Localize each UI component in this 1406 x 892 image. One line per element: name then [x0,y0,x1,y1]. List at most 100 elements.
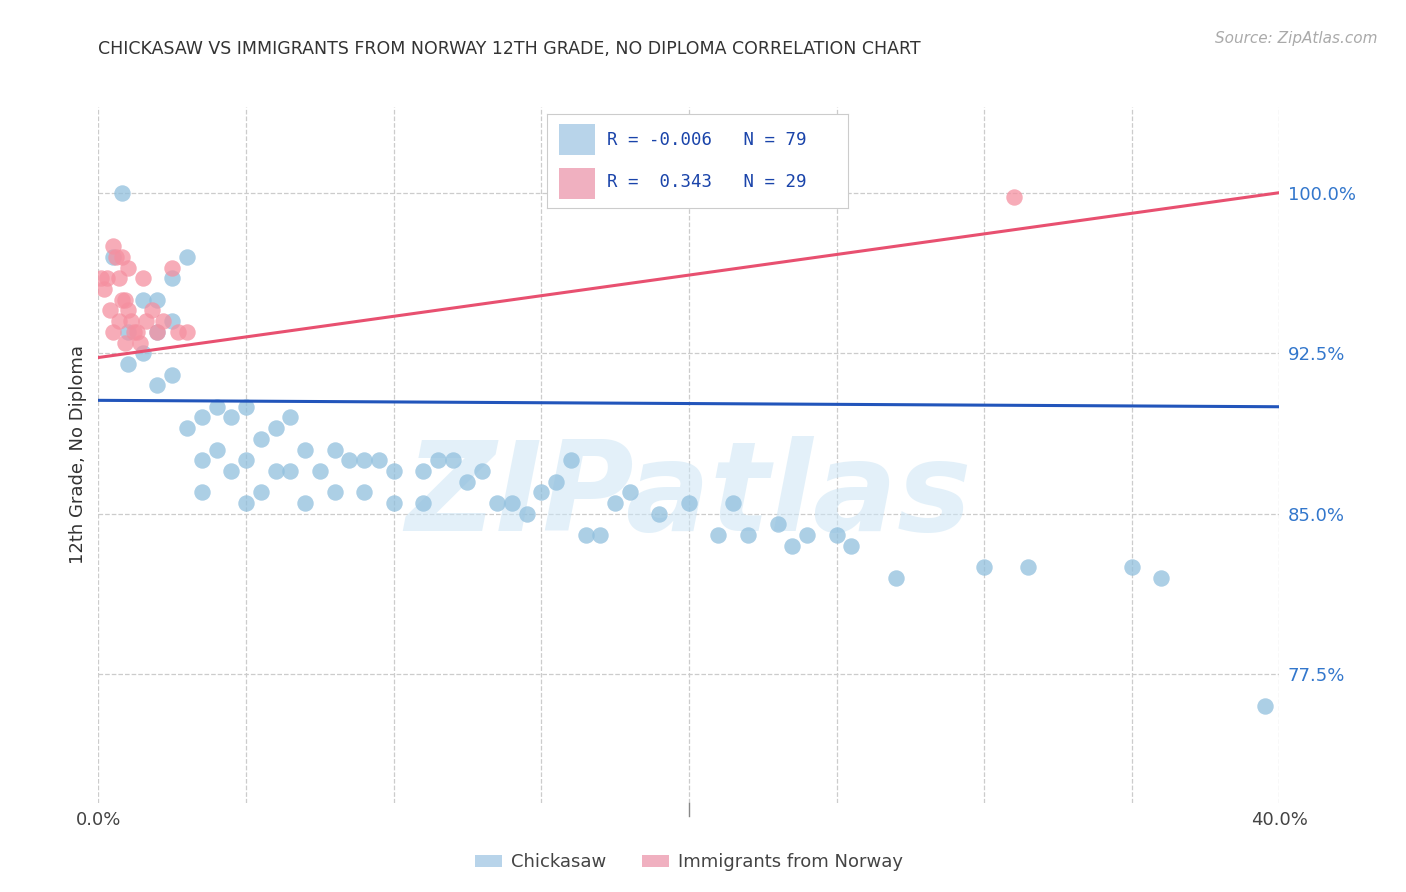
Point [146,293,169,307]
Point [146,325,169,339]
Point [219,464,242,478]
Point [176,421,198,435]
Point [162,314,183,328]
Point [114,293,136,307]
Point [111,186,134,200]
Point [128,335,150,350]
Point [1017,560,1039,574]
Point [191,453,214,467]
Point [250,432,273,446]
Point [219,410,242,425]
Point [1121,560,1143,574]
Point [825,186,848,200]
Point [427,453,450,467]
Point [264,464,287,478]
Point [841,539,863,553]
Point [1002,190,1025,204]
Point [141,303,163,318]
Point [146,325,169,339]
Point [412,464,434,478]
Point [382,464,405,478]
Point [619,485,641,500]
Y-axis label: 12th Grade, No Diploma: 12th Grade, No Diploma [69,345,87,565]
Point [737,528,759,542]
Point [235,453,257,467]
Point [973,560,995,574]
Point [117,357,139,371]
Point [825,528,848,542]
Point [176,250,198,264]
Point [103,325,125,339]
Point [471,464,494,478]
Point [560,453,582,467]
Point [132,293,155,307]
Point [353,485,375,500]
Point [135,314,157,328]
Point [105,250,128,264]
Point [176,325,198,339]
Point [782,539,804,553]
Point [114,335,136,350]
Point [117,260,139,275]
Point [111,293,134,307]
Point [90,271,112,285]
Point [1254,699,1277,714]
Point [125,325,148,339]
Point [93,282,115,296]
Point [707,528,730,542]
Point [353,453,375,467]
Point [884,571,907,585]
Text: ZIPatlas: ZIPatlas [406,436,972,558]
Point [278,410,302,425]
Point [250,485,273,500]
Point [441,453,464,467]
Point [339,453,360,467]
Point [191,410,214,425]
Point [117,303,139,318]
Point [368,453,391,467]
Point [146,378,169,392]
Point [605,496,627,510]
Point [323,442,346,457]
Point [1150,571,1173,585]
Point [132,346,155,360]
Point [235,400,257,414]
Point [103,250,125,264]
Point [456,475,478,489]
Point [294,442,316,457]
Point [412,496,434,510]
Point [152,314,174,328]
Point [589,528,612,542]
Point [382,496,405,510]
Text: Source: ZipAtlas.com: Source: ZipAtlas.com [1215,31,1378,46]
Point [278,464,302,478]
Point [796,528,818,542]
Point [111,250,134,264]
Point [122,325,145,339]
Point [205,442,228,457]
Point [191,485,214,500]
Point [678,496,700,510]
Point [205,400,228,414]
Point [132,271,155,285]
Point [530,485,553,500]
Point [501,496,523,510]
Point [648,507,671,521]
Point [264,421,287,435]
Legend: Chickasaw, Immigrants from Norway: Chickasaw, Immigrants from Norway [467,847,911,879]
Point [574,528,596,542]
Point [723,496,745,510]
Point [309,464,332,478]
Point [103,239,125,253]
Point [96,271,118,285]
Point [108,271,131,285]
Point [546,475,568,489]
Point [162,271,183,285]
Point [120,314,142,328]
Point [486,496,509,510]
Point [98,303,121,318]
Point [167,325,190,339]
Point [323,485,346,500]
Point [515,507,537,521]
Point [162,260,183,275]
